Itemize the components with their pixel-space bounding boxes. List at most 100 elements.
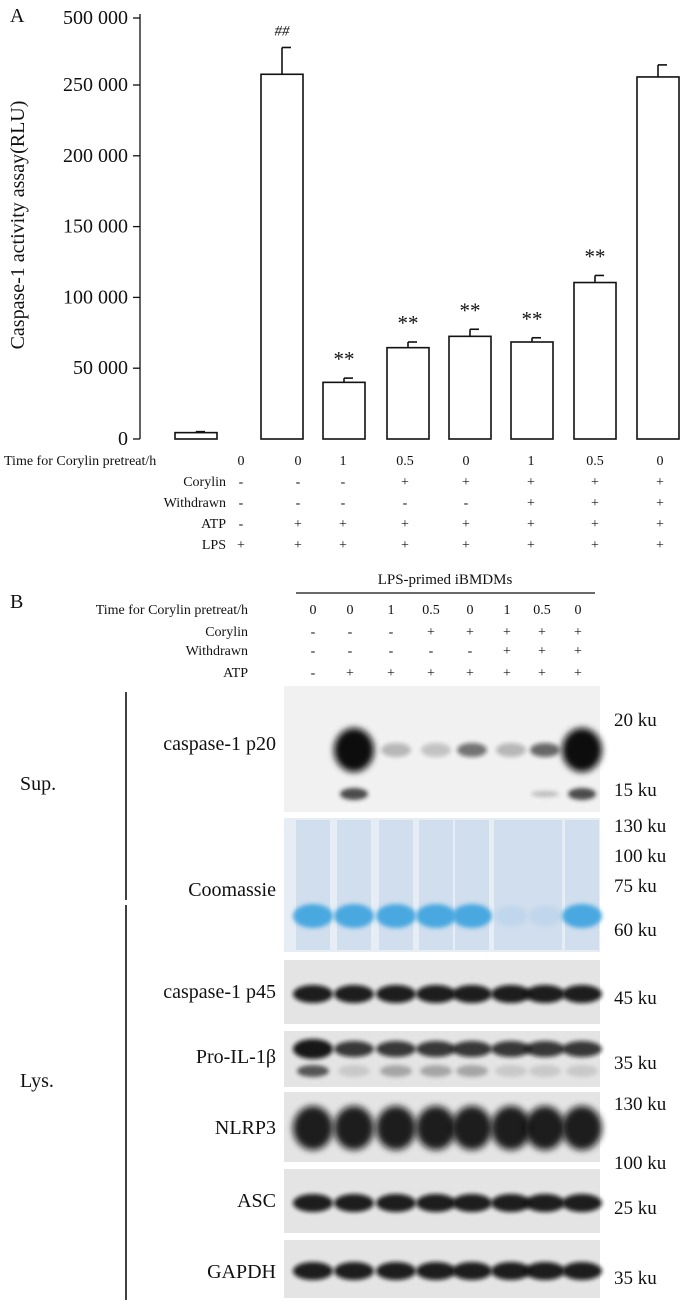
blot-proil: Pro-IL-1β 35 ku bbox=[196, 1031, 657, 1087]
band bbox=[491, 1194, 531, 1212]
band-lower bbox=[495, 1065, 527, 1077]
y-tick-label: 0 bbox=[118, 428, 128, 450]
molecular-weight-marker: 35 ku bbox=[614, 1268, 657, 1289]
molecular-weight-marker: 60 ku bbox=[614, 920, 657, 941]
gel-band bbox=[293, 904, 333, 928]
band bbox=[525, 985, 565, 1003]
blot-condition-cell: - bbox=[311, 625, 316, 640]
condition-cell: + bbox=[401, 475, 409, 490]
blot-p20: caspase-1 p20 20 ku 15 ku bbox=[163, 686, 657, 812]
blot-condition-cell: - bbox=[468, 644, 473, 659]
band bbox=[334, 728, 374, 772]
significance-mark: ** bbox=[460, 298, 481, 322]
condition-cell: + bbox=[294, 517, 302, 532]
molecular-weight-marker: 75 ku bbox=[614, 876, 657, 897]
band bbox=[416, 1194, 456, 1212]
molecular-weight-marker: 15 ku bbox=[614, 780, 657, 801]
gel-lane bbox=[419, 820, 453, 950]
condition-cell: 0 bbox=[238, 454, 245, 469]
molecular-weight-marker: 45 ku bbox=[614, 988, 657, 1009]
blot-label: caspase-1 p45 bbox=[163, 981, 276, 1003]
condition-cell: + bbox=[591, 496, 599, 511]
band-lower bbox=[531, 791, 559, 797]
band-lower bbox=[566, 1065, 598, 1077]
blot-condition-cell: + bbox=[427, 625, 435, 640]
band bbox=[452, 1194, 492, 1212]
condition-cell: - bbox=[341, 475, 346, 490]
blot-header: LPS-primed iBMDMs bbox=[378, 572, 513, 588]
condition-cell: - bbox=[296, 475, 301, 490]
blot-condition-cell: + bbox=[387, 666, 395, 681]
blot-condition-cell: + bbox=[574, 666, 582, 681]
condition-cell: - bbox=[341, 496, 346, 511]
band bbox=[491, 1262, 531, 1280]
molecular-weight-marker: 35 ku bbox=[614, 1053, 657, 1074]
band bbox=[452, 1262, 492, 1280]
band bbox=[376, 1041, 416, 1057]
band bbox=[334, 1262, 374, 1280]
band bbox=[376, 1262, 416, 1280]
band-lower bbox=[456, 1065, 488, 1077]
band bbox=[562, 728, 602, 772]
gel-band bbox=[376, 904, 416, 928]
band bbox=[452, 1041, 492, 1057]
condition-row-label: ATP bbox=[201, 517, 226, 532]
gel-lane bbox=[337, 820, 371, 950]
blot-condition-cell: - bbox=[389, 625, 394, 640]
blot-condition-cell: + bbox=[427, 666, 435, 681]
band bbox=[293, 1106, 333, 1150]
blot-label: caspase-1 p20 bbox=[163, 733, 276, 755]
western-blot-panel: LPS-primed iBMDMs Time for Corylin pretr… bbox=[20, 572, 667, 1300]
band bbox=[525, 1041, 565, 1057]
condition-cell: 0.5 bbox=[586, 454, 604, 469]
y-tick-label: 250 000 bbox=[63, 74, 128, 96]
condition-cell: - bbox=[464, 496, 469, 511]
blot-nlrp3: NLRP3 130 ku 100 ku bbox=[215, 1092, 667, 1174]
bar bbox=[322, 381, 366, 440]
blot-band: GAPDH 35 ku bbox=[207, 1240, 657, 1298]
band bbox=[334, 1106, 374, 1150]
band-lower bbox=[338, 1065, 370, 1077]
blot-label: Coomassie bbox=[188, 879, 276, 901]
band-lower bbox=[529, 1065, 561, 1077]
blot-condition-label: ATP bbox=[223, 666, 248, 681]
condition-cell: + bbox=[401, 538, 409, 553]
gel-lane bbox=[455, 820, 489, 950]
condition-cell: + bbox=[462, 538, 470, 553]
blot-band: ASC 25 ku bbox=[237, 1169, 657, 1233]
band bbox=[376, 1106, 416, 1150]
band bbox=[334, 1194, 374, 1212]
band bbox=[293, 1039, 333, 1059]
bar bbox=[174, 431, 218, 440]
band bbox=[562, 1194, 602, 1212]
condition-cell: + bbox=[294, 538, 302, 553]
blot-condition-cell: - bbox=[311, 666, 316, 681]
bar bbox=[386, 346, 430, 440]
band bbox=[376, 985, 416, 1003]
panel-b-letter: B bbox=[10, 591, 23, 613]
blot-condition-cell: - bbox=[348, 644, 353, 659]
panel-a-letter: A bbox=[10, 5, 25, 27]
blot-band: caspase-1 p45 45 ku bbox=[163, 960, 657, 1024]
band-lower bbox=[568, 788, 596, 800]
blot-condition-cell: - bbox=[429, 644, 434, 659]
blot-film bbox=[284, 1031, 600, 1087]
band bbox=[452, 985, 492, 1003]
y-tick-label: 150 000 bbox=[63, 216, 128, 238]
condition-cell: + bbox=[339, 538, 347, 553]
condition-cell: + bbox=[401, 517, 409, 532]
condition-cell: + bbox=[527, 496, 535, 511]
gel-band bbox=[416, 904, 456, 928]
band bbox=[421, 743, 451, 757]
blot-condition-label: Corylin bbox=[205, 625, 248, 640]
y-tick-label: 200 000 bbox=[63, 145, 128, 167]
band bbox=[293, 1262, 333, 1280]
condition-row-label: Withdrawn bbox=[164, 496, 226, 511]
condition-cell: + bbox=[527, 538, 535, 553]
blot-condition-cell: + bbox=[574, 644, 582, 659]
significance-mark: ** bbox=[585, 244, 606, 268]
band bbox=[416, 1041, 456, 1057]
blot-condition-label: Time for Corylin pretreat/h bbox=[96, 603, 248, 618]
blot-coomassie: Coomassie 130 ku 100 ku 75 ku 60 ku bbox=[188, 816, 667, 952]
